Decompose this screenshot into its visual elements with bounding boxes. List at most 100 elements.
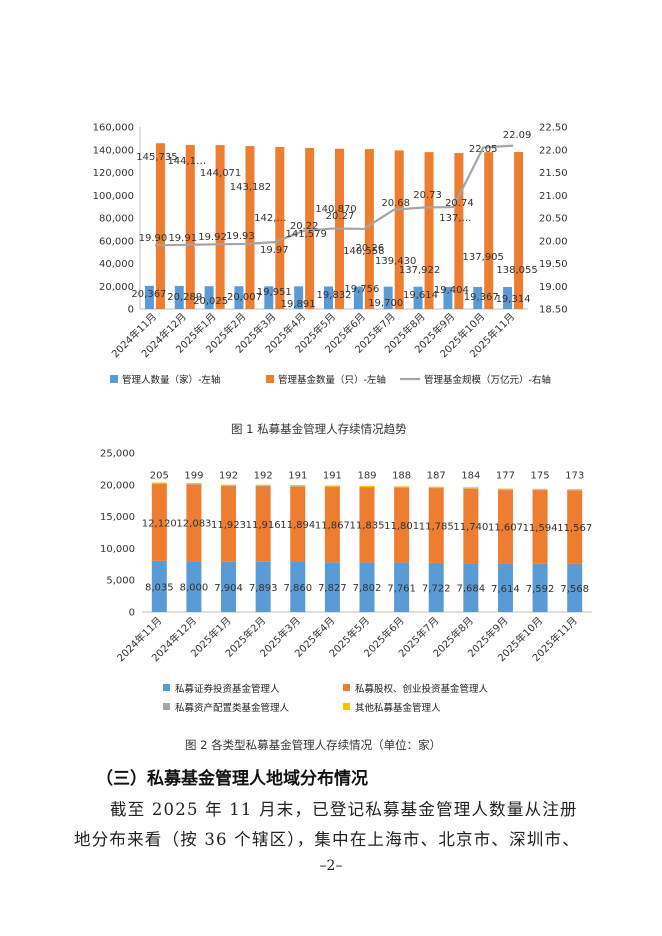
fund-bar	[245, 146, 255, 309]
securities-data-label: 7,568	[560, 584, 589, 595]
stacked-bar-securities	[359, 562, 375, 612]
securities-data-label: 7,860	[283, 583, 312, 594]
left-tick-label: 160,000	[93, 123, 134, 134]
other-data-label: 184	[461, 470, 480, 481]
legend-swatch-other	[343, 703, 350, 710]
fund-bar	[394, 150, 404, 309]
stacked-bar-securities	[497, 563, 513, 612]
scale-data-label: 20.73	[413, 190, 442, 201]
other-data-label: 175	[531, 470, 550, 481]
other-data-label: 191	[288, 470, 307, 481]
right-tick-label: 22.00	[539, 145, 568, 156]
manager-bar	[264, 286, 274, 309]
equity-data-label: 11,867	[315, 520, 350, 531]
other-data-label: 173	[565, 470, 584, 481]
fund-data-label: 137,922	[399, 265, 440, 276]
other-data-label: 205	[150, 470, 169, 481]
stacked-bar-equity	[428, 487, 444, 563]
stacked-bar-other	[359, 485, 375, 488]
other-data-label: 199	[184, 470, 203, 481]
stacked-bar-other	[428, 486, 444, 488]
right-tick-label: 22.50	[539, 123, 568, 134]
manager-data-label: 19,891	[281, 299, 316, 310]
fund-bar	[514, 151, 524, 309]
stacked-bar-equity	[463, 488, 479, 564]
manager-data-label: 19,832	[317, 290, 352, 301]
manager-bar	[473, 286, 483, 309]
securities-data-label: 7,722	[422, 583, 451, 594]
stacked-bar-other	[394, 486, 410, 488]
stacked-bar-equity	[290, 486, 306, 563]
figure2-caption: 图 2 各类型私募基金管理人存续情况（单位：家）	[185, 738, 442, 752]
scale-data-label: 20.27	[326, 211, 355, 222]
right-tick-label: 20.50	[539, 214, 568, 225]
stacked-bar-securities	[255, 561, 271, 612]
legend-label-equity: 私募股权、创业投资基金管理人	[355, 683, 489, 695]
stacked-bar-allocation	[221, 485, 237, 487]
fund-bar	[215, 145, 225, 309]
manager-bar	[174, 285, 184, 309]
stacked-bar-equity	[221, 485, 237, 562]
equity-data-label: 12,083	[176, 519, 211, 530]
equity-data-label: 11,607	[488, 523, 523, 534]
manager-data-label: 19,367	[464, 292, 499, 303]
fund-bar	[424, 152, 434, 309]
legend-swatch-equity	[343, 684, 350, 691]
fund-data-label: 141,579	[285, 229, 326, 240]
equity-data-label: 11,740	[453, 522, 488, 533]
y-tick-label: 25,000	[100, 449, 135, 460]
scale-data-label: 20.26	[356, 243, 385, 254]
equity-data-label: 11,594	[523, 523, 558, 534]
manager-bar	[413, 286, 423, 309]
legend-label-securities: 私募证券投资基金管理人	[175, 683, 280, 695]
scale-data-label: 19.91	[168, 233, 197, 244]
equity-data-label: 11,801	[384, 521, 419, 532]
fund-data-label: 144,1…	[167, 156, 206, 167]
fund-data-label: 137,905	[463, 252, 504, 263]
manager-bar	[383, 286, 393, 309]
stacked-bar-other	[255, 484, 271, 486]
manager-bar	[353, 286, 363, 309]
stacked-bar-other	[186, 482, 202, 485]
right-tick-label: 21.00	[539, 191, 568, 202]
stacked-bar-equity	[532, 489, 548, 564]
left-tick-label: 40,000	[99, 259, 134, 270]
securities-data-label: 8,035	[145, 582, 174, 593]
stacked-bar-other	[151, 482, 167, 484]
stacked-bar-allocation	[428, 487, 444, 489]
paragraph-line-1: 截至 2025 年 11 月末，已登记私募基金管理人数量从注册	[110, 800, 578, 819]
fund-data-label: 143,182	[230, 182, 271, 193]
legend-swatch-allocation	[163, 703, 170, 710]
stacked-bar-equity	[186, 484, 202, 562]
scale-data-label: 19.90	[139, 233, 168, 244]
scale-data-label: 19.92	[198, 232, 227, 243]
manager-bar	[443, 286, 453, 309]
other-data-label: 177	[496, 470, 515, 481]
legend-label-scale: 管理基金规模（万亿元）-右轴	[424, 374, 551, 386]
stacked-bar-allocation	[359, 487, 375, 488]
chart-manager-types: 0 5,000 10,000 15,000 20,000 25,000 8,035 12,12…	[100, 449, 592, 715]
other-data-label: 188	[392, 470, 411, 481]
manager-bar	[144, 285, 154, 309]
right-tick-label: 21.50	[539, 168, 568, 179]
stacked-bar-allocation	[497, 489, 513, 491]
stacked-bar-other	[324, 485, 340, 487]
left-tick-label: 100,000	[93, 191, 134, 202]
left-tick-label: 120,000	[93, 168, 134, 179]
equity-data-label: 12,120	[142, 518, 177, 529]
equity-data-label: 11,567	[557, 523, 592, 534]
chart-manager-trend: 020,00040,00060,00080,000100,000120,0001…	[93, 123, 568, 387]
stacked-bar-other	[532, 488, 548, 490]
y-tick-label: 15,000	[100, 512, 135, 523]
manager-data-label: 19,700	[368, 298, 403, 309]
left-tick-label: 80,000	[99, 214, 134, 225]
stacked-bar-equity	[567, 490, 583, 564]
fund-bar	[155, 143, 165, 309]
scale-data-label: 22.09	[503, 130, 532, 141]
other-data-label: 192	[254, 470, 273, 481]
fund-bar	[305, 147, 315, 309]
securities-data-label: 7,904	[214, 583, 243, 594]
manager-data-label: 20,289	[167, 292, 202, 303]
stacked-bar-equity	[255, 486, 271, 562]
manager-bar	[324, 286, 333, 309]
